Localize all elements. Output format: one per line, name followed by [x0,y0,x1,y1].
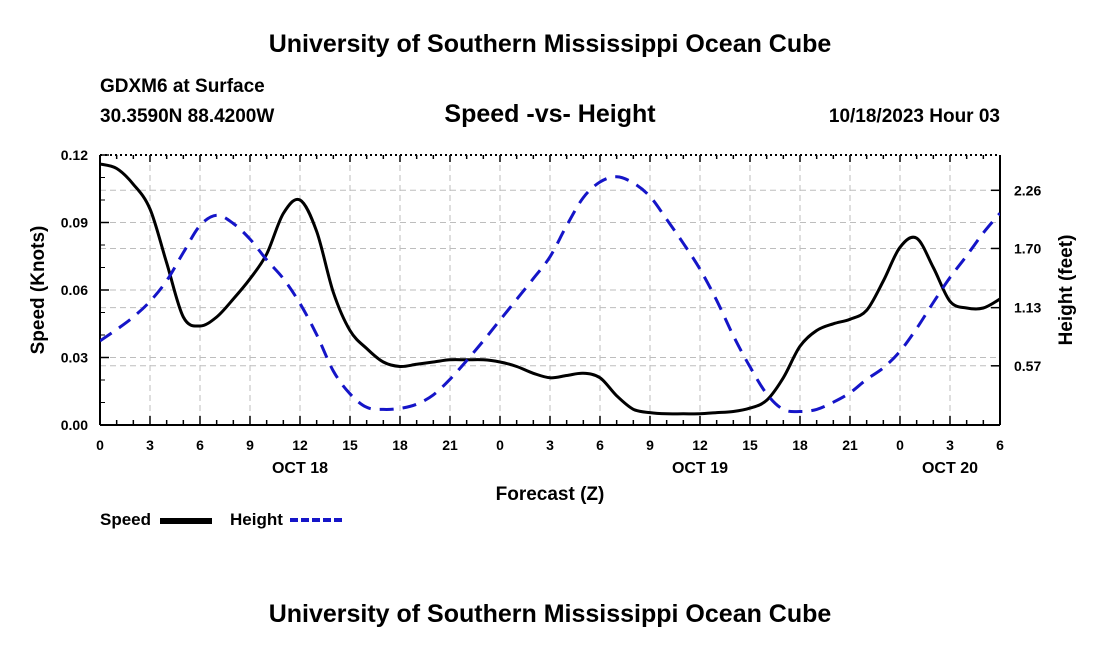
x-date-label: OCT 20 [922,460,978,477]
y-tick-label: 0.12 [61,147,88,163]
legend-height-label: Height [230,510,283,529]
y-axis-title: Speed (Knots) [28,226,49,355]
x-tick-label: 3 [546,437,554,453]
y-tick-label: 0.00 [61,417,88,433]
chart-title: Speed -vs- Height [444,100,656,128]
x-date-label: OCT 18 [272,460,328,477]
x-tick-label: 21 [842,437,858,453]
station-label: GDXM6 at Surface [100,76,265,97]
y2-tick-label: 0.57 [1014,358,1041,374]
x-date-label: OCT 19 [672,460,728,477]
y-tick-label: 0.03 [61,350,88,366]
legend-speed-label: Speed [100,510,152,529]
y2-tick-label: 1.70 [1014,240,1041,256]
x-tick-label: 9 [246,437,254,453]
y2-axis-title: Height (feet) [1056,235,1077,346]
speed-series-line [100,162,1000,416]
legend-speed-swatch [160,518,212,524]
x-tick-label: 18 [392,437,408,453]
date-label: 10/18/2023 Hour 03 [828,106,1000,127]
x-tick-label: 12 [692,437,708,453]
y-tick-label: 0.09 [61,215,88,231]
x-tick-label: 6 [196,437,204,453]
x-tick-label: 18 [792,437,808,453]
y-tick-label: 0.06 [61,282,88,298]
y2-tick-label: 2.26 [1014,182,1041,198]
height-series-line [100,175,1000,414]
x-tick-label: 3 [146,437,154,453]
x-tick-label: 6 [596,437,604,453]
legend-height-swatch [290,518,342,522]
x-tick-label: 15 [742,437,758,453]
x-tick-label: 6 [996,437,1004,453]
x-axis-title: Forecast (Z) [496,484,605,505]
x-tick-label: 21 [442,437,458,453]
page-title: University of Southern Mississippi Ocean… [268,30,832,58]
x-tick-label: 0 [96,437,104,453]
x-tick-label: 15 [342,437,358,453]
x-tick-label: 0 [496,437,504,453]
x-tick-label: 0 [896,437,904,453]
x-tick-label: 3 [946,437,954,453]
x-tick-label: 12 [292,437,308,453]
coordinates-label: 30.3590N 88.4200W [100,106,275,127]
x-tick-label: 9 [646,437,654,453]
footer-title: University of Southern Mississippi Ocean… [268,600,832,628]
y2-tick-label: 1.13 [1014,300,1041,316]
